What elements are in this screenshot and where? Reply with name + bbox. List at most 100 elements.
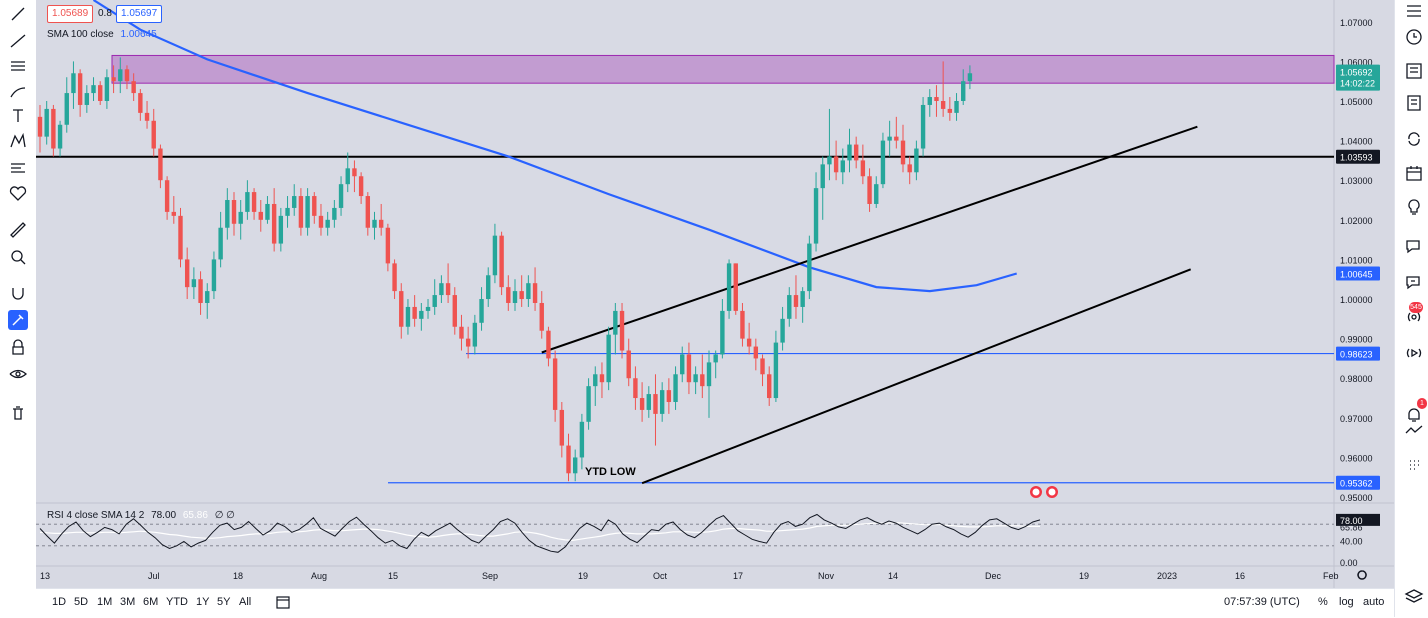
- refresh-icon[interactable]: [1403, 128, 1425, 150]
- candle-body: [720, 310, 725, 355]
- log-toggle[interactable]: log: [1339, 596, 1354, 608]
- calendar-list-icon[interactable]: [1403, 92, 1425, 114]
- candle-body: [887, 136, 892, 141]
- range-1y-button[interactable]: 1Y: [196, 596, 210, 608]
- auto-toggle[interactable]: auto: [1363, 596, 1385, 608]
- candle-body: [419, 310, 424, 319]
- candle-body: [492, 235, 498, 276]
- candle-body: [613, 310, 618, 335]
- annotation-ytd-low: YTD LOW: [585, 466, 636, 478]
- dots-grid-icon[interactable]: [1403, 454, 1425, 476]
- candle-body: [880, 140, 886, 185]
- watchlist-icon[interactable]: [1403, 0, 1425, 22]
- candle: [653, 374, 658, 446]
- range-ytd-button[interactable]: YTD: [166, 596, 188, 608]
- candle-body: [225, 200, 230, 228]
- candle: [405, 299, 411, 335]
- candle-body: [874, 184, 879, 204]
- candle-body: [686, 354, 692, 383]
- ruler-icon[interactable]: [6, 218, 30, 242]
- candle: [860, 144, 866, 185]
- settings-gear-icon[interactable]: [1357, 570, 1367, 580]
- rsi-legend[interactable]: RSI 4 close SMA 14 2 78.00 65.86 ∅ ∅: [47, 510, 235, 521]
- live-icon[interactable]: [1403, 342, 1425, 364]
- candle: [285, 196, 290, 228]
- zoom-icon[interactable]: [6, 245, 30, 269]
- price-tick-label: 0.98000: [1340, 374, 1373, 384]
- utc-clock[interactable]: 07:57:39 (UTC): [1224, 596, 1300, 608]
- candle: [338, 176, 344, 216]
- icon-glyph: [13, 406, 23, 420]
- time-tick-label: 17: [733, 571, 743, 581]
- forecast-icon[interactable]: [6, 156, 30, 180]
- fib-icon[interactable]: [6, 54, 30, 78]
- candle-body: [506, 287, 511, 303]
- candle: [940, 61, 946, 117]
- calendar-icon[interactable]: [1403, 162, 1425, 184]
- candle: [586, 378, 591, 430]
- candle-body: [767, 374, 772, 399]
- lock-drawings-icon[interactable]: [6, 308, 30, 332]
- candle: [713, 350, 718, 379]
- rsi-tick-label: 40.00: [1340, 536, 1363, 546]
- idea-icon[interactable]: [1403, 196, 1425, 218]
- candle-body: [867, 176, 872, 204]
- candle-body: [51, 108, 56, 149]
- percent-toggle[interactable]: %: [1318, 596, 1328, 608]
- date-range-icon[interactable]: [276, 595, 290, 609]
- candle: [124, 65, 130, 90]
- chat2-icon[interactable]: [1403, 272, 1425, 294]
- candle: [111, 65, 116, 94]
- news-icon[interactable]: [1403, 60, 1425, 82]
- level-blue-1-label-bg: [1336, 346, 1380, 361]
- range-all-button[interactable]: All: [239, 596, 252, 608]
- price-tick-label: 0.95000: [1340, 493, 1373, 503]
- candle: [445, 263, 451, 303]
- icon-glyph: [10, 87, 26, 98]
- chat-icon[interactable]: [1403, 236, 1425, 258]
- range-3m-button[interactable]: 3M: [120, 596, 136, 608]
- signal-icon[interactable]: [1403, 420, 1425, 442]
- brush-icon[interactable]: [6, 80, 30, 104]
- heart-icon[interactable]: [6, 182, 30, 206]
- candle: [425, 299, 431, 319]
- range-5d-button[interactable]: 5D: [74, 596, 89, 608]
- candle: [532, 267, 538, 311]
- trend-line-icon[interactable]: [6, 29, 30, 53]
- range-1m-button[interactable]: 1M: [97, 596, 113, 608]
- pattern-icon[interactable]: [6, 129, 30, 153]
- icon-glyph: [10, 34, 26, 48]
- eye-icon[interactable]: [6, 362, 30, 386]
- text-icon[interactable]: [6, 104, 30, 128]
- clock-icon[interactable]: [1403, 26, 1425, 48]
- price-tick-label: 0.99000: [1340, 335, 1373, 345]
- icon-glyph: [1407, 312, 1421, 322]
- candle-body: [733, 263, 738, 311]
- lock-icon[interactable]: [6, 336, 30, 360]
- candle: [800, 287, 805, 323]
- level-black-label: 1.03593: [1340, 153, 1373, 163]
- sma-legend[interactable]: SMA 100 close 1.00645: [47, 29, 157, 40]
- candle-body: [191, 279, 197, 288]
- magnet-icon[interactable]: [6, 280, 30, 304]
- layers-icon[interactable]: [1403, 586, 1425, 608]
- crosshair-icon[interactable]: [6, 2, 30, 26]
- candle: [740, 302, 745, 347]
- range-6m-button[interactable]: 6M: [143, 596, 159, 608]
- candle: [352, 160, 357, 193]
- candle: [767, 366, 772, 406]
- candle: [733, 263, 738, 315]
- candle-body: [472, 322, 478, 347]
- range-5y-button[interactable]: 5Y: [217, 596, 231, 608]
- candle-body: [827, 156, 832, 165]
- chart-area[interactable]: 1.07000 1.06000 1.05000 1.04000 1.03000 1.020…: [36, 0, 1394, 588]
- candle-body: [746, 338, 752, 347]
- time-tick-label: 15: [388, 571, 398, 581]
- candle: [305, 188, 310, 236]
- trash-icon[interactable]: [6, 401, 30, 425]
- icon-glyph: [12, 288, 24, 300]
- range-1d-button[interactable]: 1D: [52, 596, 67, 608]
- bell-icon[interactable]: [1403, 404, 1425, 426]
- event-flags[interactable]: [1030, 486, 1058, 498]
- broadcast-icon[interactable]: [1403, 306, 1425, 328]
